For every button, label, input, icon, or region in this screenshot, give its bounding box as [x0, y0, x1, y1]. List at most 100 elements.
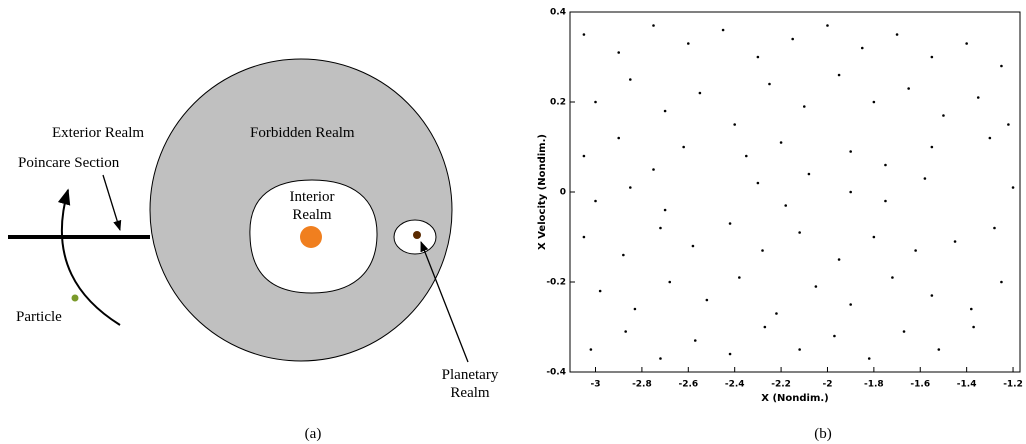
x-tick-label: -1.8: [864, 380, 884, 390]
point: [1007, 123, 1010, 126]
point: [993, 227, 996, 230]
point: [780, 141, 783, 144]
plot-frame: [570, 12, 1020, 372]
point: [694, 339, 697, 342]
label: Planetary: [442, 367, 499, 383]
label: Particle: [16, 309, 62, 325]
point: [972, 326, 975, 329]
point: [617, 137, 620, 140]
point: [891, 276, 894, 279]
x-tick-label: -1.4: [957, 380, 977, 390]
caption: (a): [305, 426, 322, 442]
point: [791, 38, 794, 41]
point: [931, 56, 934, 59]
point: [907, 87, 910, 90]
point: [682, 146, 685, 149]
point: [942, 114, 945, 117]
point: [729, 222, 732, 225]
y-tick-label: -0.2: [546, 278, 566, 288]
point: [652, 168, 655, 171]
point: [624, 330, 627, 333]
point: [861, 47, 864, 50]
point: [914, 249, 917, 252]
y-tick-label: 0.2: [550, 98, 566, 108]
point: [798, 348, 801, 351]
point: [977, 96, 980, 99]
point: [868, 357, 871, 360]
point: [815, 285, 818, 288]
point: [594, 101, 597, 104]
point: [849, 191, 852, 194]
x-tick-label: -2.4: [725, 380, 745, 390]
x-tick-label: -3: [591, 380, 601, 390]
point: [664, 209, 667, 212]
label: Realm: [450, 385, 489, 401]
point: [798, 231, 801, 234]
y-tick-label: 0.4: [550, 8, 566, 18]
point: [583, 155, 586, 158]
figure: Exterior Realm Forbidden Realm Poincare …: [0, 0, 1026, 444]
point: [590, 348, 593, 351]
y-tick-label: -0.4: [546, 368, 566, 378]
label: Exterior Realm: [52, 125, 144, 141]
point: [652, 24, 655, 27]
point: [583, 236, 586, 239]
point: [1012, 186, 1015, 189]
point: [722, 29, 725, 32]
point: [884, 164, 887, 167]
point: [931, 294, 934, 297]
point: [634, 308, 637, 311]
y-tick-label: 0: [560, 188, 566, 198]
point: [970, 308, 973, 311]
point: [729, 353, 732, 356]
panel-b: (b) -3-2.8-2.6-2.4-2.2-2-1.8-1.6-1.4-1.2…: [537, 8, 1023, 443]
point: [849, 150, 852, 153]
x-tick-label: -1.6: [910, 380, 930, 390]
planetary-arrow: [421, 242, 468, 362]
point: [738, 276, 741, 279]
point: [659, 227, 662, 230]
point: [938, 348, 941, 351]
point: [692, 245, 695, 248]
sun: [300, 226, 322, 248]
point: [733, 123, 736, 126]
point: [833, 335, 836, 338]
point: [599, 290, 602, 293]
point: [664, 110, 667, 113]
point: [884, 200, 887, 203]
point: [594, 200, 597, 203]
point: [668, 281, 671, 284]
point: [764, 326, 767, 329]
point: [965, 42, 968, 45]
point: [924, 177, 927, 180]
point: [849, 303, 852, 306]
point: [826, 24, 829, 27]
point: [745, 155, 748, 158]
point: [699, 92, 702, 95]
label: Interior: [290, 189, 335, 205]
point: [873, 236, 876, 239]
point: [687, 42, 690, 45]
x-tick-label: -2.8: [632, 380, 652, 390]
point: [768, 83, 771, 86]
point: [757, 182, 760, 185]
point: [1000, 281, 1003, 284]
particle-path: [62, 190, 120, 325]
point: [784, 204, 787, 207]
point: [838, 74, 841, 77]
particle: [72, 295, 79, 302]
point: [838, 258, 841, 261]
point: [896, 33, 899, 36]
point: [583, 33, 586, 36]
point: [617, 51, 620, 54]
point: [954, 240, 957, 243]
point: [1000, 65, 1003, 68]
panel-a: Exterior Realm Forbidden Realm Poincare …: [8, 59, 499, 442]
point: [629, 78, 632, 81]
point: [775, 312, 778, 315]
point: [931, 146, 934, 149]
point: [903, 330, 906, 333]
caption: (b): [814, 426, 832, 442]
point: [873, 101, 876, 104]
x-tick-label: -2.6: [678, 380, 698, 390]
